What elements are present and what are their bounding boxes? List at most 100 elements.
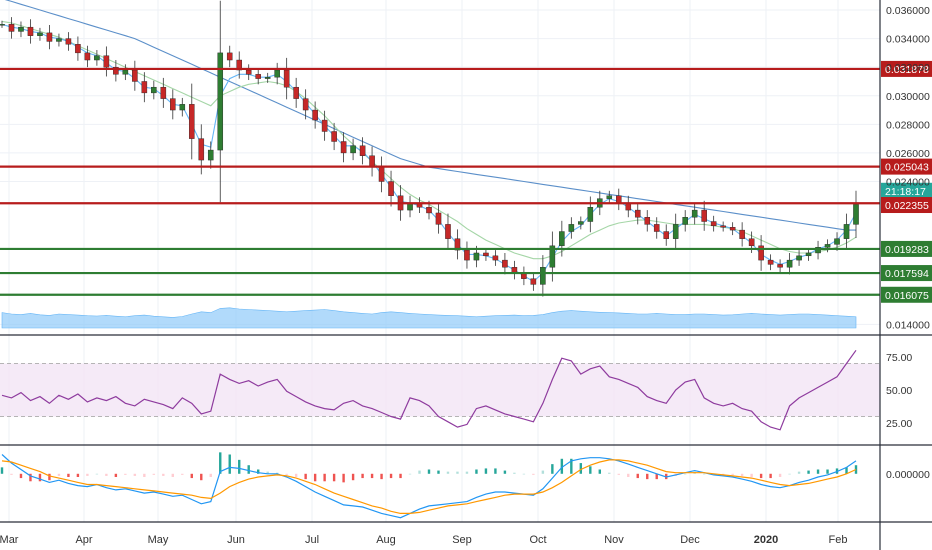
macd-histogram-bar — [48, 473, 51, 481]
macd-histogram-bar — [370, 473, 374, 479]
candlestick — [777, 259, 783, 273]
candlestick — [46, 25, 53, 50]
candle-body — [606, 195, 613, 199]
candlestick — [274, 62, 280, 85]
level-tag-label: 0.019283 — [885, 244, 929, 256]
candlestick — [388, 170, 394, 207]
level-line-0.025043[interactable]: 0.025043 — [0, 158, 932, 175]
rsi-tick-label: 75.00 — [886, 352, 912, 364]
rsi-tick-label: 50.00 — [886, 385, 912, 397]
macd-histogram-bar — [551, 464, 554, 474]
macd-tick-label: 0.000000 — [886, 469, 930, 481]
candle-body — [179, 104, 186, 111]
candlestick — [8, 17, 15, 39]
candlestick — [767, 254, 774, 271]
candlestick — [492, 250, 499, 266]
candle-body — [141, 81, 148, 94]
macd-histogram-bar — [304, 473, 307, 480]
candle-body — [283, 69, 290, 88]
x-tick-label: Jun — [227, 534, 245, 546]
candle-body — [720, 225, 726, 228]
level-tag-label: 0.016075 — [885, 290, 929, 302]
macd-line — [1, 454, 857, 519]
candlestick — [255, 68, 261, 85]
level-line-0.017594[interactable]: 0.017594 — [0, 265, 932, 282]
macd-histogram-bar — [627, 473, 630, 477]
candle-body — [27, 26, 34, 36]
macd-histogram-bar — [67, 473, 70, 477]
level-line-0.016075[interactable]: 0.016075 — [0, 286, 932, 303]
candle-body — [170, 98, 176, 111]
y-tick-label: 0.024000 — [886, 177, 930, 189]
macd-histogram-bar — [313, 473, 317, 482]
macd-histogram-bar — [617, 473, 620, 475]
candle-body — [236, 59, 243, 71]
macd-histogram-bar — [636, 473, 639, 479]
y-tick-label: 0.036000 — [886, 5, 930, 17]
macd-histogram-bar — [143, 473, 146, 477]
macd-panel — [0, 452, 858, 519]
level-line-0.019283[interactable]: 0.019283 — [0, 240, 932, 257]
candlestick — [720, 221, 726, 232]
candlestick — [805, 247, 812, 261]
candlestick — [350, 138, 356, 161]
rsi-panel — [0, 349, 880, 431]
macd-histogram-bar — [788, 473, 791, 475]
macd-histogram-bar — [475, 469, 478, 474]
macd-histogram-bar — [124, 473, 127, 475]
candlestick — [634, 202, 641, 225]
level-tag-label: 0.017594 — [885, 268, 929, 280]
x-tick-label: Aug — [376, 534, 396, 546]
macd-histogram-bar — [133, 473, 137, 476]
support-resistance-levels[interactable]: 0.031878 0.025043 0.019283 0.017594 0.016075… — [0, 60, 932, 303]
candle-body — [388, 181, 394, 196]
macd-histogram-bar — [181, 473, 184, 475]
macd-histogram-bar — [437, 470, 440, 474]
candlestick — [682, 210, 688, 232]
candlestick — [226, 45, 233, 68]
candlestick — [340, 132, 347, 163]
candle-body — [94, 55, 100, 61]
macd-histogram-bar — [380, 473, 383, 480]
macd-histogram-bar — [351, 473, 355, 481]
level-tag-label: 0.031878 — [885, 64, 929, 76]
candlestick — [217, 0, 224, 203]
price-tag-label: 0.022355 — [885, 200, 929, 212]
candlestick — [606, 190, 613, 204]
macd-histogram-bar — [759, 473, 763, 479]
candle-body — [188, 104, 195, 139]
candle-body — [122, 69, 129, 75]
candle-body — [502, 259, 508, 268]
macd-histogram-bar — [484, 468, 488, 474]
candle-body — [75, 44, 81, 54]
macd-histogram-bar — [807, 470, 810, 474]
candlestick — [710, 215, 717, 232]
level-line-0.031878[interactable]: 0.031878 — [0, 60, 932, 77]
candle-body — [739, 229, 745, 239]
candlestick — [321, 110, 328, 141]
candle-body — [691, 209, 698, 218]
candlestick — [359, 137, 366, 165]
candle-body — [255, 74, 261, 79]
candle-body — [748, 238, 755, 247]
candle-body — [815, 247, 821, 254]
candle-body — [786, 259, 793, 268]
macd-histogram-bar — [332, 473, 336, 482]
y-tick-label: 0.026000 — [886, 148, 930, 160]
macd-histogram-bar — [427, 469, 431, 474]
macd-histogram-bar — [778, 473, 782, 477]
macd-histogram-bar — [408, 473, 412, 475]
candlestick — [94, 50, 100, 66]
macd-histogram-bar — [247, 465, 250, 474]
candle-body — [46, 32, 53, 42]
macd-histogram-bar — [513, 472, 516, 474]
macd-histogram-bar — [105, 473, 108, 476]
candlestick — [445, 213, 451, 250]
price-tag: 0.022355 — [881, 197, 932, 214]
macd-histogram-bar — [541, 470, 545, 474]
macd-histogram-bar — [684, 473, 687, 475]
candle-body — [207, 149, 214, 161]
candle-body — [302, 98, 309, 111]
